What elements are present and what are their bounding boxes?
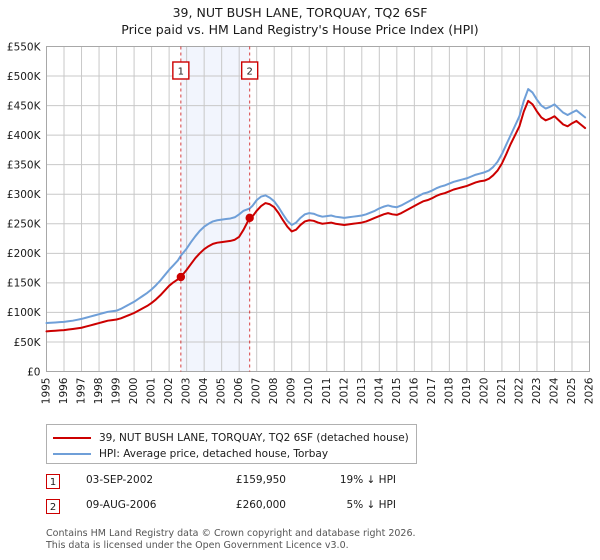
x-axis-tick-label: 2015 <box>391 378 403 405</box>
x-axis-tick-label: 1998 <box>93 378 105 405</box>
footer-licence-line: This data is licensed under the Open Gov… <box>46 539 349 551</box>
series-line-hpi <box>45 88 587 325</box>
legend-item-hpi: HPI: Average price, detached house, Torb… <box>53 446 410 461</box>
x-axis-tick-label: 2025 <box>566 378 578 405</box>
series-line-property <box>45 99 587 333</box>
transactions-list: 1 03-SEP-2002 £159,950 19% ↓ HPI 2 09-AU… <box>46 472 446 522</box>
x-axis-tick-label: 2026 <box>584 377 596 404</box>
x-axis-tick-label: 1999 <box>111 378 123 405</box>
y-axis-tick-label: £400K <box>7 130 42 142</box>
x-axis-tick-label: 2021 <box>496 378 508 405</box>
y-axis-tick-label: £50K <box>14 337 42 349</box>
transaction-hpi-delta-1: 19% ↓ HPI <box>339 474 396 486</box>
plot-frame <box>46 46 590 372</box>
x-axis-tick-label: 2007 <box>251 378 263 405</box>
x-axis-tick-label: 2022 <box>513 378 525 405</box>
x-axis-tick-label: 2020 <box>478 378 490 405</box>
y-axis-tick-label: £250K <box>7 219 42 231</box>
gridlines-group <box>46 46 590 372</box>
x-axis-tick-label: 2002 <box>163 378 175 405</box>
x-axis-tick-label: 1995 <box>41 378 53 405</box>
data-series-group <box>45 88 587 333</box>
y-axis-tick-label: £350K <box>7 159 42 171</box>
transaction-hpi-delta-2: 5% ↓ HPI <box>346 499 396 511</box>
x-axis-tick-label: 2019 <box>461 378 473 405</box>
x-axis-tick-label: 2014 <box>373 377 385 404</box>
x-axis-tick-label: 2010 <box>303 378 315 405</box>
marker-badge-label-2: 2 <box>246 67 252 78</box>
sale-period-band <box>180 46 250 372</box>
x-axis-tick-label: 1996 <box>58 377 70 404</box>
x-axis-tick-label: 2023 <box>531 378 543 405</box>
table-row[interactable]: 2 09-AUG-2006 £260,000 5% ↓ HPI <box>46 497 446 522</box>
legend-label-property: 39, NUT BUSH LANE, TORQUAY, TQ2 6SF (det… <box>99 431 409 444</box>
table-row[interactable]: 1 03-SEP-2002 £159,950 19% ↓ HPI <box>46 472 446 497</box>
x-axis-tick-label: 2009 <box>286 378 298 405</box>
x-axis-tick-label: 2003 <box>181 378 193 405</box>
title-address: 39, NUT BUSH LANE, TORQUAY, TQ2 6SF <box>172 5 428 20</box>
transaction-badge-1: 1 <box>46 474 60 489</box>
x-axis-tick-label: 2017 <box>426 378 438 405</box>
x-axis-tick-label: 2004 <box>198 377 210 404</box>
marker-badge-1[interactable] <box>172 61 190 80</box>
chart-canvas: £0 £50K £100K £150K £200K £250K £300K £350K £400… <box>7 41 596 404</box>
chart-legend: 39, NUT BUSH LANE, TORQUAY, TQ2 6SF (det… <box>46 424 417 464</box>
sale-point-2[interactable] <box>245 213 254 223</box>
x-axis-tick-label: 2016 <box>408 377 420 404</box>
transaction-price-1: £159,950 <box>235 474 286 486</box>
transaction-date-1: 03-SEP-2002 <box>86 474 154 486</box>
y-axis-tick-labels: £0 £50K £100K £150K £200K £250K £300K £350K £400… <box>7 41 42 378</box>
x-axis-tick-label: 2013 <box>356 378 368 405</box>
sale-point-1[interactable] <box>176 272 186 282</box>
y-axis-tick-label: £0 <box>27 366 40 378</box>
x-axis-tick-label: 2006 <box>233 377 245 404</box>
marker-badge-label-1: 1 <box>178 67 184 78</box>
legend-swatch-property <box>53 436 91 439</box>
transaction-date-2: 09-AUG-2006 <box>86 499 157 511</box>
highlight-band-group <box>180 46 250 372</box>
x-axis-tick-label: 2012 <box>338 378 350 405</box>
marker-badge-2[interactable] <box>240 61 259 80</box>
title-subtitle: Price paid vs. HM Land Registry's House … <box>121 22 479 37</box>
x-axis-tick-label: 1997 <box>76 378 88 405</box>
legend-label-hpi: HPI: Average price, detached house, Torb… <box>99 447 329 460</box>
price-line-chart: £0 £50K £100K £150K £200K £250K £300K £350K £400… <box>7 41 596 404</box>
footer-copyright-line: Contains HM Land Registry data © Crown c… <box>46 528 416 539</box>
y-axis-tick-label: £150K <box>7 278 42 290</box>
x-axis-tick-label: 2011 <box>321 378 333 405</box>
y-axis-tick-label: £100K <box>7 307 42 319</box>
attribution-footer: Contains HM Land Registry data © Crown c… <box>46 528 566 551</box>
legend-item-property: 39, NUT BUSH LANE, TORQUAY, TQ2 6SF (det… <box>53 430 410 445</box>
x-axis-tick-label: 2000 <box>128 378 140 405</box>
x-axis-tick-label: 2008 <box>268 378 280 405</box>
plot-border <box>46 46 590 372</box>
y-axis-tick-label: £550K <box>7 41 42 53</box>
y-axis-tick-label: £300K <box>7 189 42 201</box>
legend-swatch-hpi <box>53 452 91 455</box>
x-axis-tick-labels: 1995 1996 1997 1998 1999 2000 2001 2002 2003 2004… <box>41 377 596 404</box>
transaction-badge-2: 2 <box>46 499 60 514</box>
transaction-price-2: £260,000 <box>235 499 286 511</box>
y-axis-tick-label: £500K <box>7 71 42 83</box>
page-title: 39, NUT BUSH LANE, TORQUAY, TQ2 6SF Pric… <box>0 4 600 38</box>
y-axis-tick-label: £450K <box>7 100 42 112</box>
y-axis-tick-label: £200K <box>7 248 42 260</box>
x-axis-tick-label: 2018 <box>443 378 455 405</box>
x-axis-tick-label: 2024 <box>548 377 560 404</box>
x-axis-tick-label: 2005 <box>216 378 228 405</box>
x-axis-tick-label: 2001 <box>146 378 158 405</box>
